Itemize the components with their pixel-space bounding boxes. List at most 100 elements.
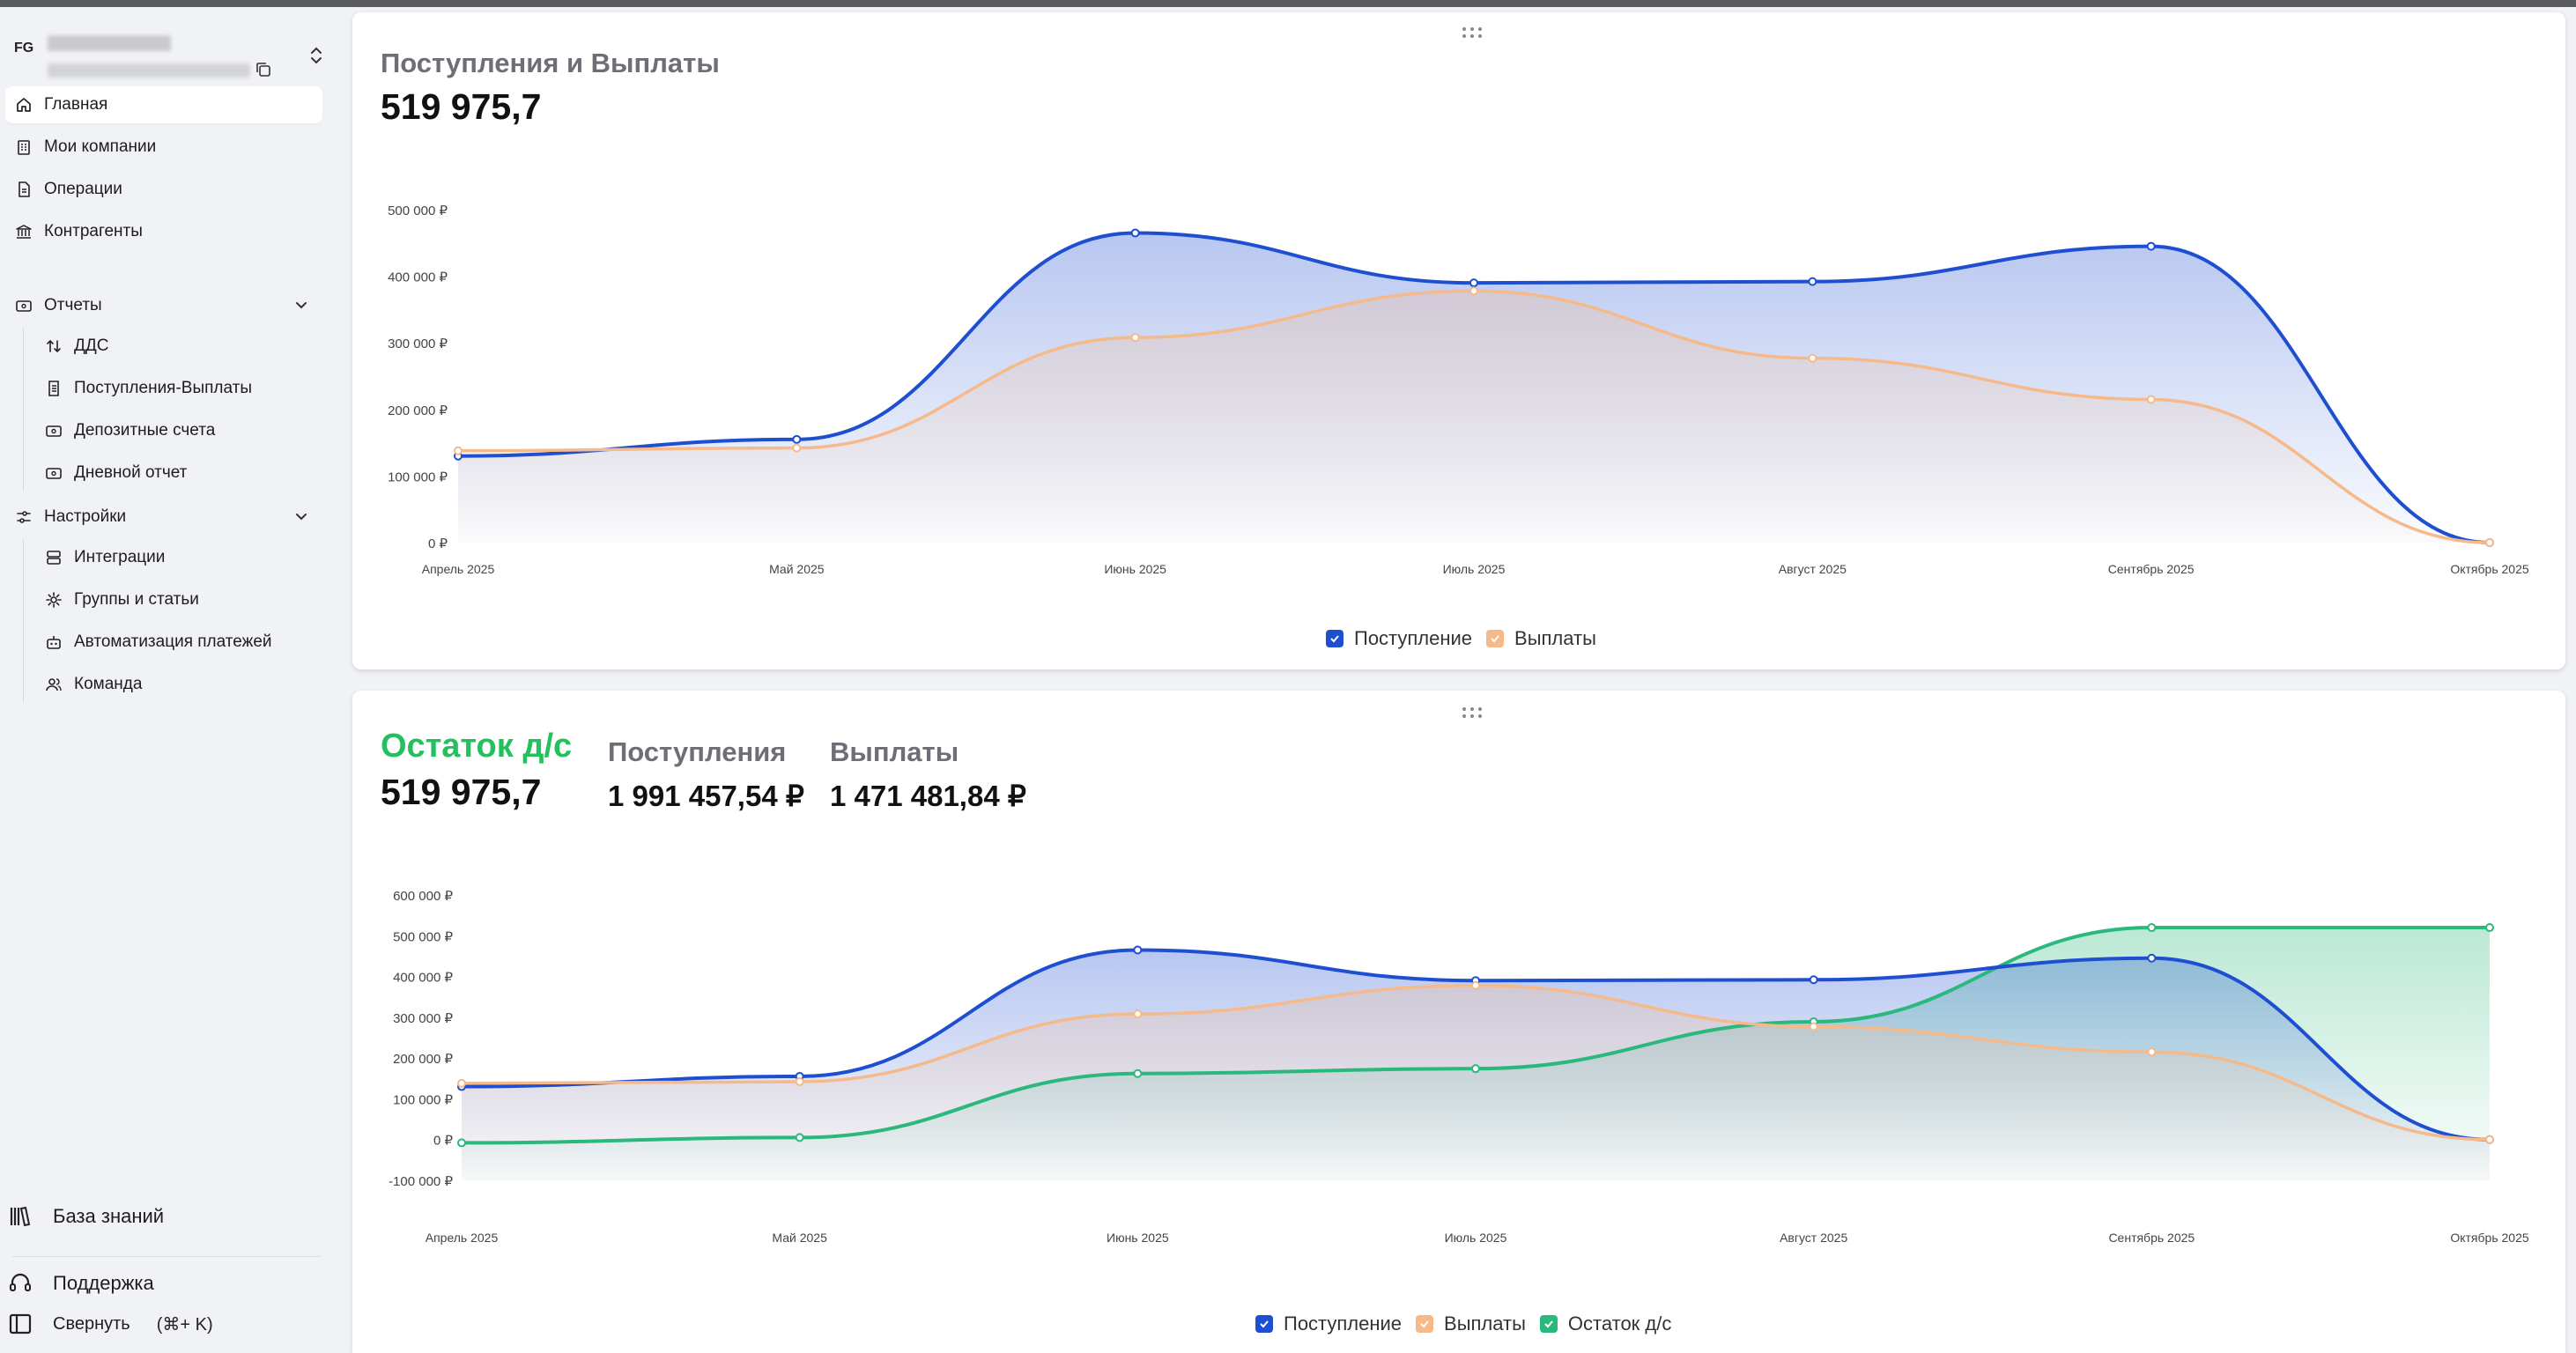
drag-handle-icon[interactable] <box>1461 706 1484 719</box>
legend-item-income[interactable]: Поступление <box>1255 1312 1402 1335</box>
data-point[interactable] <box>795 1133 804 1142</box>
x-tick-label: Сентябрь 2025 <box>2108 1231 2195 1245</box>
data-point[interactable] <box>2146 241 2156 251</box>
y-tick-label: 600 000 ₽ <box>393 889 453 904</box>
data-point[interactable] <box>1469 278 1478 288</box>
sidebar-item-deposits[interactable]: Депозитные счета <box>35 412 322 449</box>
data-point[interactable] <box>2147 953 2157 963</box>
drag-handle-icon[interactable] <box>1461 26 1484 39</box>
data-point[interactable] <box>1809 1022 1818 1031</box>
bank-icon <box>14 222 33 241</box>
x-tick-label: Апрель 2025 <box>422 562 495 576</box>
copy-icon[interactable] <box>254 60 273 79</box>
chevron-updown-icon[interactable] <box>307 44 326 67</box>
sidebar-item-groups[interactable]: Группы и статьи <box>35 581 322 618</box>
data-point[interactable] <box>2485 923 2494 933</box>
data-point[interactable] <box>1808 353 1817 363</box>
data-point[interactable] <box>2147 923 2157 933</box>
data-point[interactable] <box>1133 1009 1143 1019</box>
sidebar-item-home[interactable]: Главная <box>5 86 322 123</box>
sidebar-item-team[interactable]: Команда <box>35 666 322 703</box>
income-payouts-card: Поступления и Выплаты 519 975,7 0 ₽ 100 0… <box>352 12 2565 669</box>
sidebar-item-label: Мои компании <box>44 137 157 156</box>
sidebar-item-label: Главная <box>44 95 108 114</box>
sidebar-item-counterparties[interactable]: Контрагенты <box>5 213 322 250</box>
sidebar-item-payment-automation[interactable]: Автоматизация платежей <box>35 624 322 661</box>
sidebar-item-dds[interactable]: ДДС <box>35 328 322 365</box>
data-point[interactable] <box>2147 1047 2157 1057</box>
chevron-down-icon <box>296 514 307 521</box>
chart-legend: Поступление Выплаты Остаток д/с <box>1255 1312 1685 1335</box>
x-tick-label: Апрель 2025 <box>426 1231 499 1245</box>
data-point[interactable] <box>792 443 802 453</box>
data-point[interactable] <box>1133 1068 1143 1078</box>
data-point[interactable] <box>2485 538 2494 547</box>
y-tick-label: 0 ₽ <box>428 536 448 551</box>
income-payouts-chart: 0 ₽ 100 000 ₽ 200 000 ₽ 300 000 ₽ 400 000 ₽ 5… <box>388 203 2529 576</box>
sidebar-group-label: Настройки <box>44 507 127 526</box>
data-point[interactable] <box>1809 975 1818 985</box>
sidebar-item-integrations[interactable]: Интеграции <box>35 539 322 576</box>
support-link[interactable]: Поддержка <box>5 1270 154 1297</box>
legend-item-balance[interactable]: Остаток д/с <box>1539 1312 1671 1335</box>
gear-icon <box>44 590 63 610</box>
data-point[interactable] <box>792 434 802 444</box>
data-point[interactable] <box>454 446 463 455</box>
checkbox-checked-icon <box>1486 630 1505 647</box>
data-point[interactable] <box>1130 228 1140 238</box>
legend-item-income[interactable]: Поступление <box>1326 627 1472 650</box>
headset-icon <box>7 1270 33 1297</box>
checkbox-checked-icon <box>1539 1315 1558 1333</box>
data-point[interactable] <box>795 1076 804 1086</box>
legend-item-payouts[interactable]: Выплаты <box>1416 1312 1526 1335</box>
sidebar-item-operations[interactable]: Операции <box>5 171 322 208</box>
legend-label: Поступление <box>1354 627 1473 649</box>
data-point[interactable] <box>1808 277 1817 286</box>
sidebar-group-settings[interactable]: Настройки <box>5 499 322 536</box>
data-point[interactable] <box>1133 945 1143 955</box>
data-point[interactable] <box>2146 395 2156 404</box>
y-tick-label: -100 000 ₽ <box>389 1174 453 1189</box>
y-tick-label: 200 000 ₽ <box>393 1052 453 1067</box>
income-total: 1 991 457,54 ₽ <box>608 780 804 812</box>
data-point[interactable] <box>1469 286 1478 296</box>
server-icon <box>44 548 63 567</box>
sidebar-item-daily-report[interactable]: Дневной отчет <box>35 455 322 492</box>
legend-label: Выплаты <box>1514 627 1596 649</box>
knowledge-base-link[interactable]: База знаний <box>5 1203 164 1230</box>
legend-label: Выплаты <box>1444 1312 1526 1335</box>
series-area <box>458 291 2490 543</box>
x-tick-label: Июнь 2025 <box>1104 562 1166 576</box>
checkbox-checked-icon <box>1326 630 1344 647</box>
sidebar-item-label: ДДС <box>74 336 109 355</box>
sidebar-toggle-icon <box>7 1311 33 1337</box>
x-tick-label: Июль 2025 <box>1445 1231 1507 1245</box>
sidebar-item-companies[interactable]: Мои компании <box>5 129 322 166</box>
legend-item-payouts[interactable]: Выплаты <box>1486 627 1596 650</box>
x-tick-label: Октябрь 2025 <box>2450 562 2529 576</box>
sidebar-item-label: Команда <box>74 675 143 693</box>
balance-value: 519 975,7 <box>381 772 542 812</box>
org-switcher[interactable]: FG <box>12 25 322 79</box>
data-point[interactable] <box>1471 980 1480 990</box>
data-point[interactable] <box>2485 1135 2494 1144</box>
y-tick-label: 200 000 ₽ <box>388 403 448 418</box>
card-total-value: 519 975,7 <box>381 86 542 127</box>
sidebar-item-income-payouts[interactable]: Поступления-Выплаты <box>35 370 322 407</box>
data-point[interactable] <box>457 1078 466 1088</box>
x-tick-label: Май 2025 <box>769 562 825 576</box>
sidebar-item-label: Дневной отчет <box>74 463 188 482</box>
data-point[interactable] <box>1130 333 1140 343</box>
data-point[interactable] <box>1471 1064 1480 1074</box>
org-abbr: FG <box>14 41 34 55</box>
sidebar-item-label: Депозитные счета <box>74 421 216 440</box>
balance-title: Остаток д/с <box>381 728 573 765</box>
collapse-sidebar-button[interactable]: Свернуть (⌘+ K) <box>5 1311 213 1337</box>
sidebar-group-reports[interactable]: Отчеты <box>5 287 322 324</box>
sidebar-item-label: Группы и статьи <box>74 590 199 609</box>
sidebar: FG Главная Мои компании Операции Контраг… <box>0 7 333 1353</box>
data-point[interactable] <box>457 1138 466 1148</box>
payouts-total: 1 471 481,84 ₽ <box>830 780 1026 812</box>
reports-tree-line <box>23 328 24 492</box>
y-tick-label: 500 000 ₽ <box>388 203 448 218</box>
